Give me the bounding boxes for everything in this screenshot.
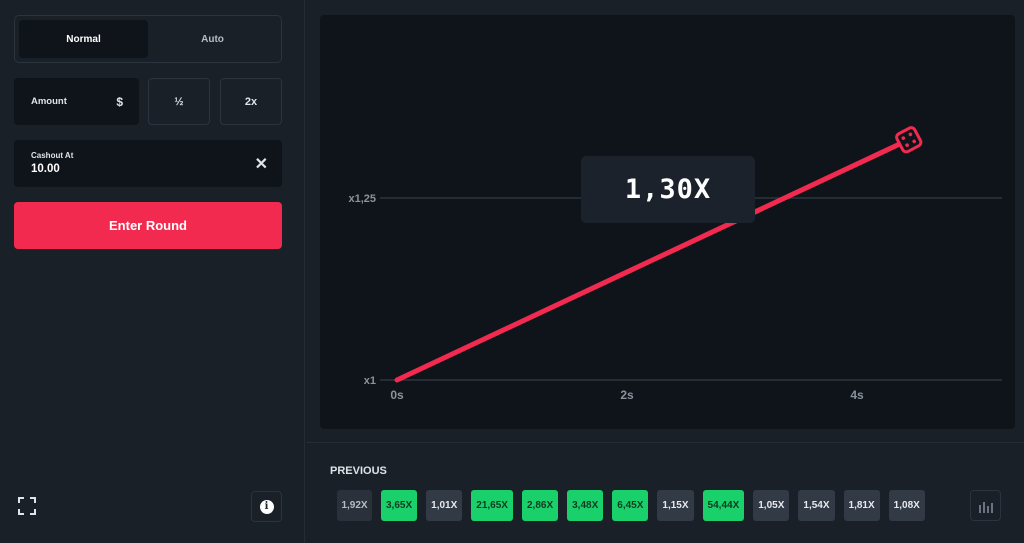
dice-icon [895, 126, 923, 154]
bar-chart-icon [978, 501, 993, 513]
current-multiplier: 1,30X [581, 156, 755, 223]
half-button[interactable]: ½ [148, 78, 210, 125]
fullscreen-icon[interactable] [14, 491, 40, 521]
clear-cashout-icon[interactable]: ✕ [254, 156, 268, 173]
history-pill: 1,01X [426, 490, 463, 521]
history-pill: 1,92X [337, 490, 372, 521]
cashout-field: Cashout At ✕ [14, 140, 282, 187]
enter-round-button[interactable]: Enter Round [14, 202, 282, 249]
history-pill: 1,08X [888, 490, 925, 521]
history-pill: 2,86X [521, 490, 559, 521]
history-pill: 1,54X [798, 490, 835, 521]
history-pill: 1,15X [657, 490, 694, 521]
info-button[interactable]: i [251, 491, 282, 522]
currency-symbol: $ [116, 94, 123, 109]
cashout-input[interactable] [31, 163, 231, 175]
bet-panel: Normal Auto Amount $ ½ 2x Cashout At ✕ E… [0, 0, 305, 543]
x-tick-label: 2s [620, 388, 634, 402]
history-pill: 54,44X [702, 490, 745, 521]
divider [306, 442, 1024, 443]
series-line [394, 137, 912, 383]
history-pill: 21,65X [471, 490, 513, 521]
y-tick-label: x1 [364, 375, 376, 387]
double-button[interactable]: 2x [220, 78, 282, 125]
history-pill: 1,05X [753, 490, 790, 521]
mode-normal-tab[interactable]: Normal [19, 20, 148, 58]
amount-label: Amount [31, 96, 67, 107]
amount-field[interactable]: Amount $ [14, 78, 139, 125]
history-pill: 6,45X [612, 490, 649, 521]
cashout-label: Cashout At [31, 151, 74, 160]
history-pill: 1,81X [843, 490, 880, 521]
history-pill: 3,65X [381, 490, 418, 521]
x-tick-label: 0s [390, 388, 404, 402]
crash-chart: x1 x1,25 0s 2s 4s 1,30X [320, 15, 1015, 429]
x-tick-label: 4s [850, 388, 864, 402]
y-tick-label: x1,25 [348, 193, 376, 205]
history-list: 1,92X 3,65X 1,01X 21,65X 2,86X 3,48X 6,45X 1,15… [337, 490, 925, 521]
mode-toggle: Normal Auto [14, 15, 282, 63]
mode-auto-tab[interactable]: Auto [201, 33, 224, 45]
history-pill: 3,48X [567, 490, 604, 521]
previous-title: PREVIOUS [330, 465, 387, 477]
stats-button[interactable] [970, 490, 1001, 521]
info-icon: i [259, 499, 274, 514]
